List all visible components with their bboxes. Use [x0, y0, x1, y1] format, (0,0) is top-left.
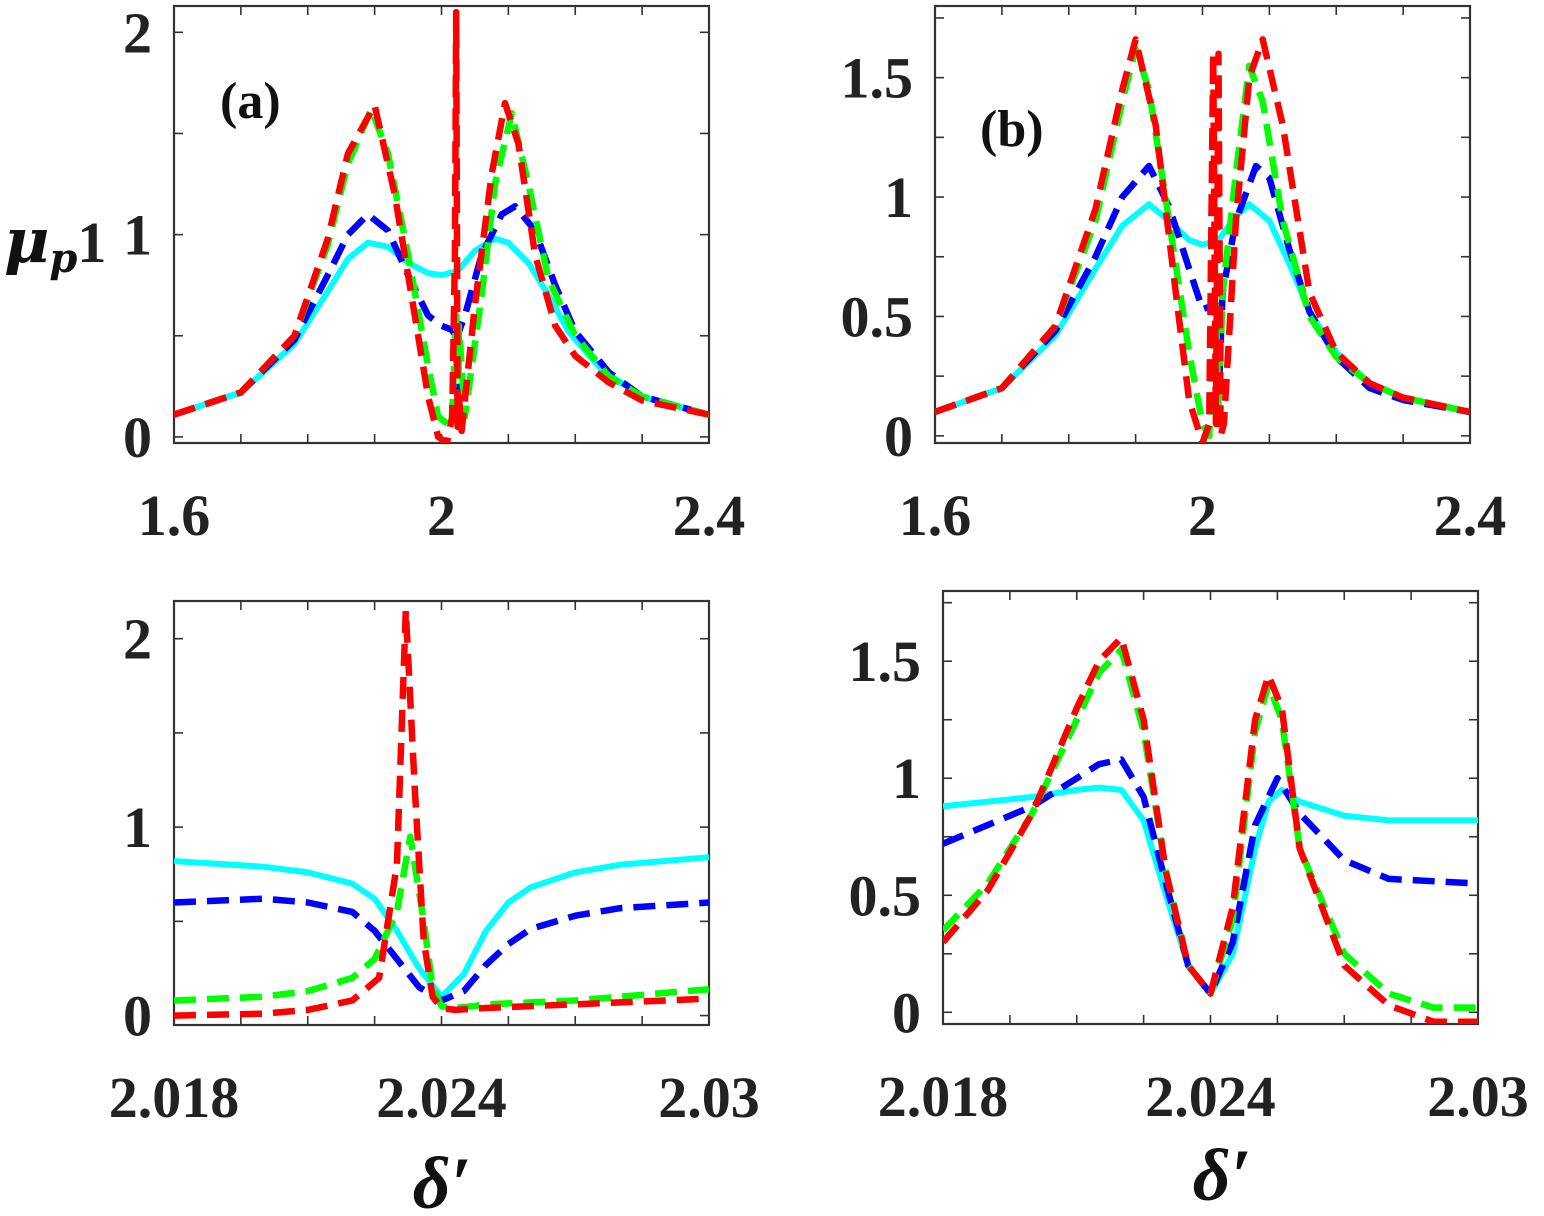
- y-axis-title-tail: 1: [77, 210, 106, 275]
- series-red-dashed: [174, 8, 709, 443]
- x-tick-label: 1.6: [899, 483, 972, 548]
- y-axis-title: μp1: [4, 204, 106, 282]
- x-tick-label: 2.4: [1434, 483, 1507, 548]
- y-tick-label: 1.5: [849, 629, 922, 694]
- y-tick-label: 1: [884, 165, 913, 230]
- tick-marks: [943, 591, 1478, 1024]
- y-tick-labels: 0 1 2: [123, 607, 152, 1049]
- x-tick-label: 2.4: [673, 483, 746, 548]
- x-tick-label: 2.018: [109, 1065, 240, 1130]
- x-tick-labels: 1.6 2 2.4: [138, 483, 746, 548]
- series-red-dashed: [935, 36, 1470, 443]
- y-tick-label: 1.5: [841, 46, 914, 111]
- y-axis-title-subscript: p: [49, 235, 77, 282]
- y-tick-label: 0: [884, 404, 913, 469]
- x-tick-label: 1.6: [138, 483, 211, 548]
- y-tick-label: 2: [123, 0, 152, 65]
- panel-label-b: (b): [980, 101, 1044, 158]
- x-tick-labels: 1.6 2 2.4: [899, 483, 1507, 548]
- series-green-dashed: [174, 833, 709, 1012]
- y-tick-label: 0: [123, 405, 152, 470]
- tick-marks: [174, 6, 709, 443]
- panel-label-a: (a): [220, 73, 281, 130]
- y-tick-labels: 0 1 2: [123, 0, 152, 470]
- x-tick-label: 2: [1188, 483, 1217, 548]
- series-red-dashed: [943, 634, 1478, 1024]
- x-tick-label: 2.024: [376, 1065, 507, 1130]
- series-blue-dashed: [174, 203, 709, 418]
- series-red-dashed: [174, 607, 709, 1019]
- series-cyan-solid: [935, 201, 1470, 415]
- tick-marks: [935, 6, 1470, 443]
- series-cyan-solid: [943, 784, 1478, 997]
- series-cyan-solid: [174, 235, 709, 418]
- panel-top-right: 1.6 2 2.4 0 0.5 1 1.5 (b): [841, 4, 1507, 548]
- series-blue-dashed: [943, 756, 1478, 997]
- plot-frame: [941, 589, 1480, 1026]
- y-tick-label: 0.5: [849, 863, 922, 928]
- x-tick-labels: 2.018 2.024 2.03: [109, 1065, 760, 1130]
- y-tick-label: 1: [123, 795, 152, 860]
- curves: [174, 607, 709, 1019]
- panel-bottom-right: 2.018 2.024 2.03 0 0.5 1 1.5: [849, 589, 1529, 1129]
- curves: [174, 8, 709, 443]
- x-axis-title-right: δ′: [1193, 1135, 1252, 1216]
- y-tick-label: 1: [123, 203, 152, 268]
- y-tick-label: 0: [123, 984, 152, 1049]
- panel-top-left: 1.6 2 2.4 0 1 2 (a): [123, 0, 745, 548]
- curves: [935, 36, 1470, 443]
- y-axis-title-symbol: μ: [4, 204, 49, 277]
- curves: [943, 634, 1478, 1024]
- x-tick-label: 2.024: [1145, 1064, 1276, 1129]
- x-tick-label: 2: [427, 483, 456, 548]
- y-tick-labels: 0 0.5 1 1.5: [841, 46, 914, 469]
- y-tick-label: 2: [123, 607, 152, 672]
- y-tick-label: 0.5: [841, 284, 914, 349]
- y-tick-label: 0: [892, 980, 921, 1045]
- plot-frame: [172, 599, 711, 1027]
- x-axis-title-left: δ′: [413, 1143, 472, 1216]
- x-tick-label: 2.018: [878, 1064, 1009, 1129]
- x-tick-labels: 2.018 2.024 2.03: [878, 1064, 1529, 1129]
- x-tick-label: 2.03: [658, 1065, 760, 1130]
- y-tick-label: 1: [892, 746, 921, 811]
- series-blue-dashed: [174, 895, 709, 1004]
- series-cyan-solid: [174, 854, 709, 1000]
- x-tick-label: 2.03: [1427, 1064, 1529, 1129]
- y-tick-labels: 0 0.5 1 1.5: [849, 629, 922, 1045]
- tick-marks: [174, 601, 709, 1025]
- panel-bottom-left: 2.018 2.024 2.03 0 1 2: [109, 599, 760, 1130]
